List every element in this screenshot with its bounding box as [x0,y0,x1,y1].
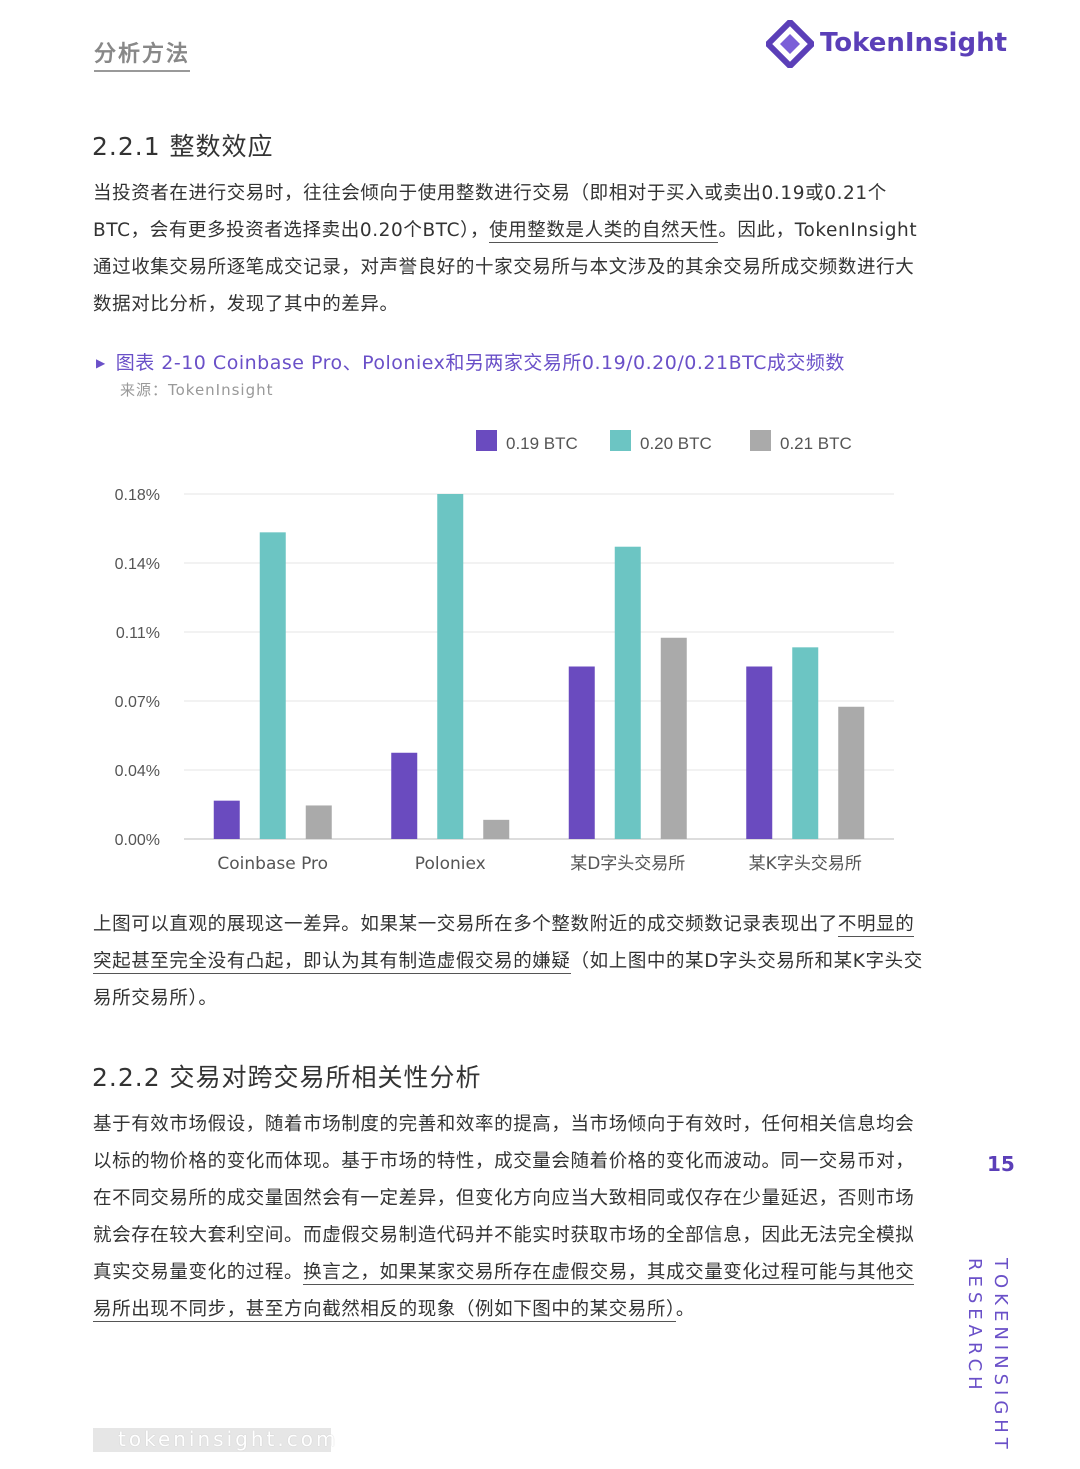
bar-0.20-BTC [259,532,286,839]
brand-logo: TokenInsight [766,20,1026,70]
bar-0.19-BTC [746,666,773,839]
y-tick-label: 0.14% [115,556,160,573]
legend-label: 0.20 BTC [640,434,712,453]
x-tick-label: 某D字头交易所 [570,854,685,874]
section-heading-2-2-2: 2.2.2 交易对跨交易所相关性分析 [92,1063,482,1092]
footer-url[interactable]: tokeninsight.com [118,1427,339,1451]
x-tick-label: 某K字头交易所 [749,854,862,874]
caption-triangle-icon: ▶ [96,356,106,370]
bar-0.20-BTC [614,546,641,839]
paragraph-text: 当投资者在进行交易时，往往会倾向于使用整数进行交易（即相对于买入或卖出0.19或… [93,183,887,241]
bar-0.20-BTC [792,647,819,839]
x-tick-label: Poloniex [415,854,486,874]
legend-swatch [476,430,497,451]
paragraph-integer-effect: 当投资者在进行交易时，往往会倾向于使用整数进行交易（即相对于买入或卖出0.19或… [93,175,923,323]
running-header-title: 分析方法 [94,42,191,67]
section-heading-2-2-1: 2.2.1 整数效应 [92,132,274,161]
bar-0.19-BTC [568,666,595,839]
vertical-brand-text: TOKENINSIGHT [990,1258,1011,1454]
bar-0.21-BTC [483,819,510,839]
y-tick-label: 0.18% [115,487,160,504]
bar-chart: 0.00% 0.04% 0.07% 0.11% 0.14% 0.18% Coinbase P… [115,430,894,874]
legend-label: 0.19 BTC [506,434,578,453]
footer-bar [93,1428,331,1452]
figure-source: 来源：TokenInsight [120,381,274,399]
vertical-research-text: RESEARCH [964,1258,985,1395]
bar-0.21-BTC [305,805,332,839]
paragraph-text: 。 [675,1299,695,1320]
bar-0.19-BTC [213,800,240,839]
tokeninsight-logo-icon [766,20,814,68]
y-tick-label: 0.00% [115,832,160,849]
legend-label: 0.21 BTC [780,434,852,453]
y-tick-label: 0.04% [115,763,160,780]
logo-text: TokenInsight [820,28,1008,58]
figure-caption-text: 图表 2-10 Coinbase Pro、Poloniex和另两家交易所0.19… [115,352,845,374]
y-tick-label: 0.07% [115,694,160,711]
paragraph-correlation-analysis: 基于有效市场假设，随着市场制度的完善和效率的提高，当市场倾向于有效时，任何相关信… [93,1106,919,1328]
bar-0.21-BTC [838,706,865,839]
paragraph-chart-interpretation: 上图可以直观的展现这一差异。如果某一交易所在多个整数附近的成交频数记录表现出了不… [93,906,923,1017]
bar-0.19-BTC [391,752,418,839]
paragraph-text: （如上图中的某D字头交易所和某K字头交易所交易所）。 [93,951,923,1009]
underlined-text: 换言之，如果某家交易所存在虚假交易，其成交量变化过程可能与其他交易所出现不同步，… [93,1262,915,1322]
bar-0.20-BTC [437,494,464,839]
paragraph-text: 基于有效市场假设，随着市场制度的完善和效率的提高，当市场倾向于有效时，任何相关信… [93,1114,915,1283]
underlined-text: 不明显的突起甚至完全没有凸起，即认为其有制造虚假交易的嫌疑 [93,914,915,974]
paragraph-text: 。因此，TokenInsight通过收集交易所逐笔成交记录，对声誉良好的十家交易… [93,220,918,315]
header-underline [94,70,190,72]
paragraph-text: 上图可以直观的展现这一差异。如果某一交易所在多个整数附近的成交频数记录表现出了 [93,914,838,935]
figure-caption: ▶ 图表 2-10 Coinbase Pro、Poloniex和另两家交易所0.1… [96,348,845,375]
underlined-text: 使用整数是人类的自然天性 [489,220,719,243]
page-number: 15 [987,1152,1015,1176]
bar-0.21-BTC [660,637,687,839]
y-tick-label: 0.11% [116,625,160,642]
legend-swatch [750,430,771,451]
x-tick-label: Coinbase Pro [217,854,328,874]
legend-swatch [610,430,631,451]
